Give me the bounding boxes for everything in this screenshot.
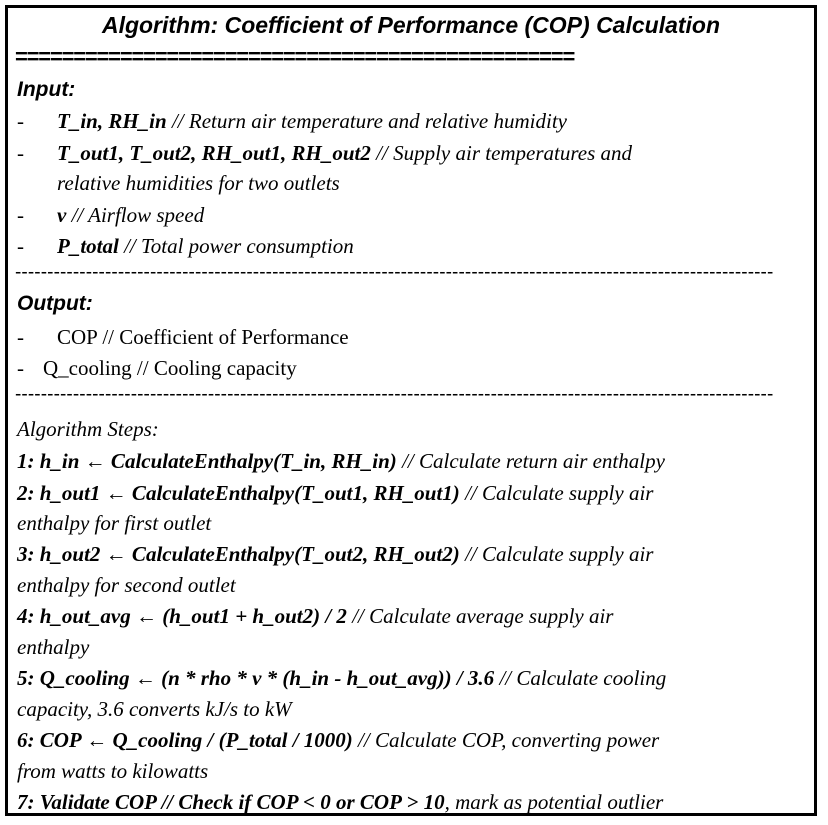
dashed-rule: ----------------------------------------… bbox=[15, 262, 774, 283]
input-heading: Input: bbox=[17, 78, 76, 101]
step-line: 1: h_in ← CalculateEnthalpy(T_in, RH_in)… bbox=[17, 449, 665, 474]
algorithm-box: Algorithm: Coefficient of Performance (C… bbox=[5, 5, 817, 816]
input-name: v bbox=[57, 203, 67, 227]
step-continuation: from watts to kilowatts bbox=[17, 759, 209, 783]
dashed-rule: ----------------------------------------… bbox=[15, 384, 774, 405]
algorithm-title: Algorithm: Coefficient of Performance (C… bbox=[101, 12, 721, 38]
list-dash: - bbox=[17, 325, 24, 349]
list-dash: - bbox=[17, 141, 24, 165]
step-comment: // Calculate return air enthalpy bbox=[396, 449, 665, 473]
input-name: P_total bbox=[57, 234, 119, 258]
output-item: - Q_cooling // Cooling capacity bbox=[17, 356, 297, 381]
step-comment: // Calculate supply air bbox=[459, 481, 654, 505]
step-code: 4: h_out_avg ← (h_out1 + h_out2) / 2 bbox=[17, 604, 347, 628]
input-name: T_out1, T_out2, RH_out1, RH_out2 bbox=[57, 141, 371, 165]
step-comment: // Calculate average supply air bbox=[346, 604, 614, 628]
step-continuation: enthalpy for first outlet bbox=[17, 511, 212, 535]
step-code: 2: h_out1 ← CalculateEnthalpy(T_out1, RH… bbox=[17, 481, 460, 505]
list-dash: - bbox=[17, 109, 24, 133]
step-line: 4: h_out_avg ← (h_out1 + h_out2) / 2 // … bbox=[17, 604, 613, 629]
step-continuation: enthalpy for second outlet bbox=[17, 573, 236, 597]
double-rule: ========================================… bbox=[15, 44, 575, 69]
input-item: - T_out1, T_out2, RH_out1, RH_out2 // Sup… bbox=[17, 141, 632, 166]
input-item: - T_in, RH_in // Return air temperature a… bbox=[17, 109, 567, 134]
step-comment: // Calculate cooling bbox=[494, 666, 667, 690]
step-line: 5: Q_cooling ← (n * rho * v * (h_in - h_… bbox=[17, 666, 666, 691]
input-item: - v // Airflow speed bbox=[17, 203, 204, 228]
step-code: 6: COP ← Q_cooling / (P_total / 1000) bbox=[17, 728, 353, 752]
list-dash: - bbox=[17, 203, 24, 227]
steps-heading: Algorithm Steps: bbox=[17, 417, 159, 441]
output-heading: Output: bbox=[17, 292, 93, 315]
step-code: 7: Validate COP // Check if COP < 0 or C… bbox=[17, 790, 445, 814]
output-item: - COP // Coefficient of Performance bbox=[17, 325, 349, 350]
input-desc: // Return air temperature and relative h… bbox=[166, 109, 567, 133]
step-code: 3: h_out2 ← CalculateEnthalpy(T_out2, RH… bbox=[17, 542, 460, 566]
step-comment: , mark as potential outlier bbox=[444, 790, 664, 814]
list-dash: - bbox=[17, 234, 24, 258]
step-comment: // Calculate COP, converting power bbox=[352, 728, 660, 752]
input-name: T_in, RH_in bbox=[57, 109, 167, 133]
step-continuation: capacity, 3.6 converts kJ/s to kW bbox=[17, 697, 292, 721]
input-desc-continuation: relative humidities for two outlets bbox=[57, 171, 340, 195]
step-code: 1: h_in ← CalculateEnthalpy(T_in, RH_in) bbox=[17, 449, 397, 473]
output-text: COP // Coefficient of Performance bbox=[57, 325, 349, 349]
step-continuation: enthalpy bbox=[17, 635, 90, 659]
step-line: 6: COP ← Q_cooling / (P_total / 1000) //… bbox=[17, 728, 659, 753]
step-line: 3: h_out2 ← CalculateEnthalpy(T_out2, RH… bbox=[17, 542, 653, 567]
step-line: 7: Validate COP // Check if COP < 0 or C… bbox=[17, 790, 663, 815]
list-dash: - bbox=[17, 356, 24, 380]
input-item: - P_total // Total power consumption bbox=[17, 234, 354, 259]
input-desc: // Total power consumption bbox=[118, 234, 354, 258]
input-desc: // Supply air temperatures and bbox=[370, 141, 633, 165]
step-comment: // Calculate supply air bbox=[459, 542, 654, 566]
output-text: Q_cooling // Cooling capacity bbox=[43, 356, 297, 380]
step-line: 2: h_out1 ← CalculateEnthalpy(T_out1, RH… bbox=[17, 481, 653, 506]
input-desc: // Airflow speed bbox=[66, 203, 205, 227]
step-code: 5: Q_cooling ← (n * rho * v * (h_in - h_… bbox=[17, 666, 495, 690]
